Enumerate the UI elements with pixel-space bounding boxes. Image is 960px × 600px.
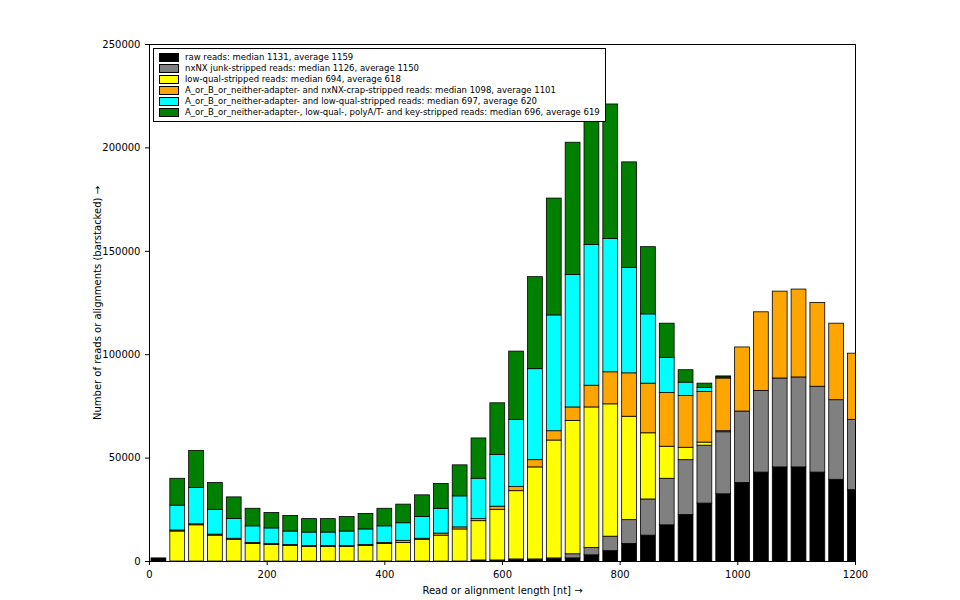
html-text:A_or_B_or_neither-adapter- and: A_or_B_or_neither-adapter- and low-qual-… — [185, 96, 537, 106]
svg-text:50000: 50000 — [109, 452, 141, 463]
svg-text:Number of reads or alignments: Number of reads or alignments (barstacke… — [92, 186, 103, 420]
svg-text:1200: 1200 — [843, 569, 868, 580]
html-text:A_or_B_or_neither-adapter-, lo: A_or_B_or_neither-adapter-, low-qual-, p… — [185, 107, 600, 117]
svg-text:600: 600 — [493, 569, 512, 580]
svg-text:100000: 100000 — [102, 349, 140, 360]
svg-text:800: 800 — [611, 569, 630, 580]
svg-text:250000: 250000 — [102, 39, 140, 50]
html-text:raw reads: median 1131, averag: raw reads: median 1131, average 1159 — [185, 52, 354, 62]
svg-text:1000: 1000 — [725, 569, 750, 580]
svg-text:Read or alignment length [nt]: Read or alignment length [nt] → — [422, 585, 582, 596]
html-text:nxNX junk-stripped reads: medi: nxNX junk-stripped reads: median 1126, a… — [185, 63, 419, 73]
html-text:A_or_B_or_neither-adapter- and: A_or_B_or_neither-adapter- and nxNX-crap… — [185, 85, 556, 95]
svg-text:200000: 200000 — [102, 142, 140, 153]
svg-text:0: 0 — [146, 569, 152, 580]
svg-text:400: 400 — [375, 569, 394, 580]
svg-text:150000: 150000 — [102, 246, 140, 257]
svg-text:200: 200 — [258, 569, 277, 580]
svg-text:0: 0 — [134, 556, 140, 567]
html-text:low-qual-stripped reads: media: low-qual-stripped reads: median 694, ave… — [185, 74, 401, 84]
